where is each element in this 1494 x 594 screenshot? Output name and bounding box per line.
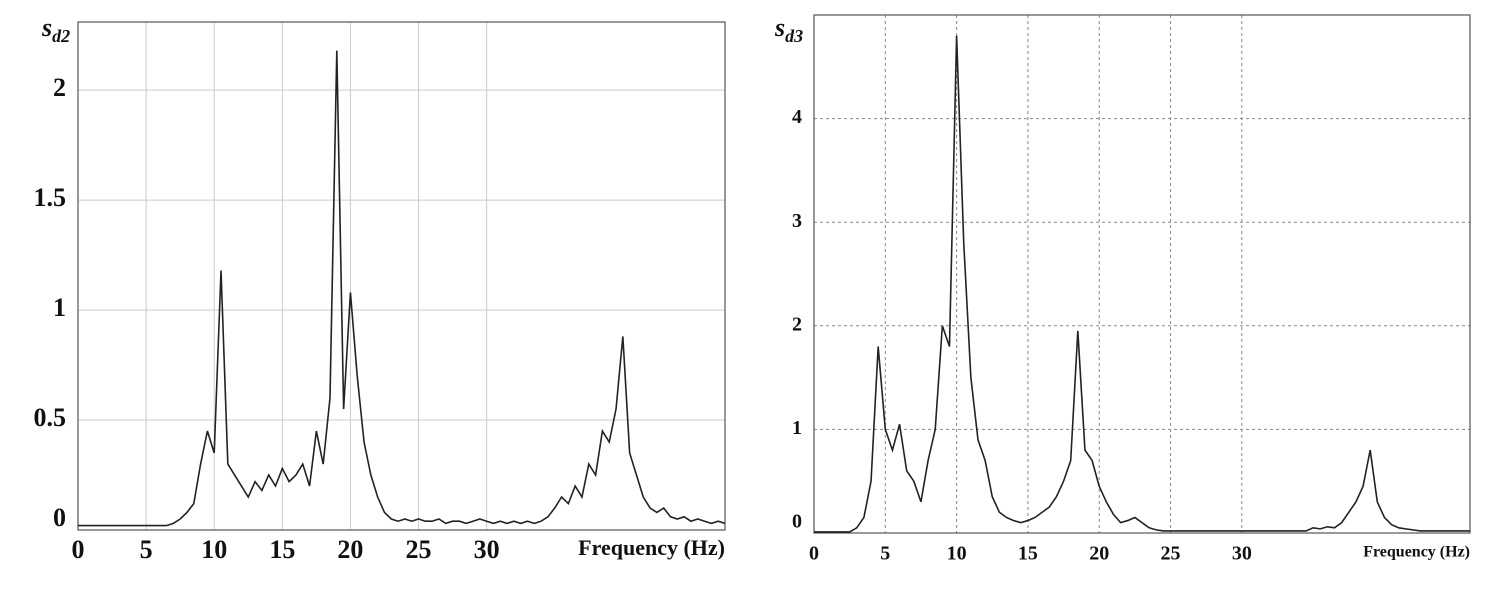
- x-tick-label: 20: [1089, 543, 1109, 565]
- x-tick-label: 10: [201, 535, 227, 564]
- x-tick-label: 15: [269, 535, 295, 564]
- y-axis-subscript: d2: [52, 26, 70, 46]
- y-axis-symbol: s: [41, 13, 52, 42]
- x-tick-label: 30: [474, 535, 500, 564]
- x-axis-label: Frequency (Hz): [1363, 544, 1470, 561]
- x-tick-label: 25: [1161, 543, 1181, 565]
- y-tick-label: 1.5: [34, 183, 67, 212]
- y-tick-label: 1: [53, 293, 66, 322]
- plot-frame: [77, 21, 726, 531]
- x-tick-label: 30: [1232, 543, 1252, 565]
- x-tick-label: 25: [406, 535, 432, 564]
- x-tick-label: 15: [1018, 543, 1038, 565]
- y-tick-label: 0.5: [34, 403, 67, 432]
- y-tick-label: 4: [792, 106, 802, 128]
- x-tick-label: 10: [947, 543, 967, 565]
- spectrum-line: [78, 50, 726, 527]
- y-tick-label: 1: [792, 417, 802, 439]
- x-tick-label: 5: [880, 543, 890, 565]
- y-tick-label: 3: [792, 210, 802, 232]
- y-axis-label: sd2: [41, 13, 70, 46]
- x-tick-label: 0: [809, 543, 819, 565]
- spectrum-line: [814, 35, 1470, 533]
- y-axis-label: sd3: [774, 13, 803, 46]
- plot-frame: [813, 14, 1471, 534]
- x-axis-label: Frequency (Hz): [578, 535, 725, 560]
- x-tick-label: 5: [140, 535, 153, 564]
- y-tick-label: 2: [53, 73, 66, 102]
- x-tick-label: 0: [72, 535, 85, 564]
- y-tick-label: 0: [53, 503, 66, 532]
- y-axis-symbol: s: [774, 13, 785, 42]
- y-tick-label: 2: [792, 313, 802, 335]
- y-axis-subscript: d3: [785, 26, 803, 46]
- y-tick-label: 0: [792, 511, 802, 533]
- x-tick-label: 20: [337, 535, 363, 564]
